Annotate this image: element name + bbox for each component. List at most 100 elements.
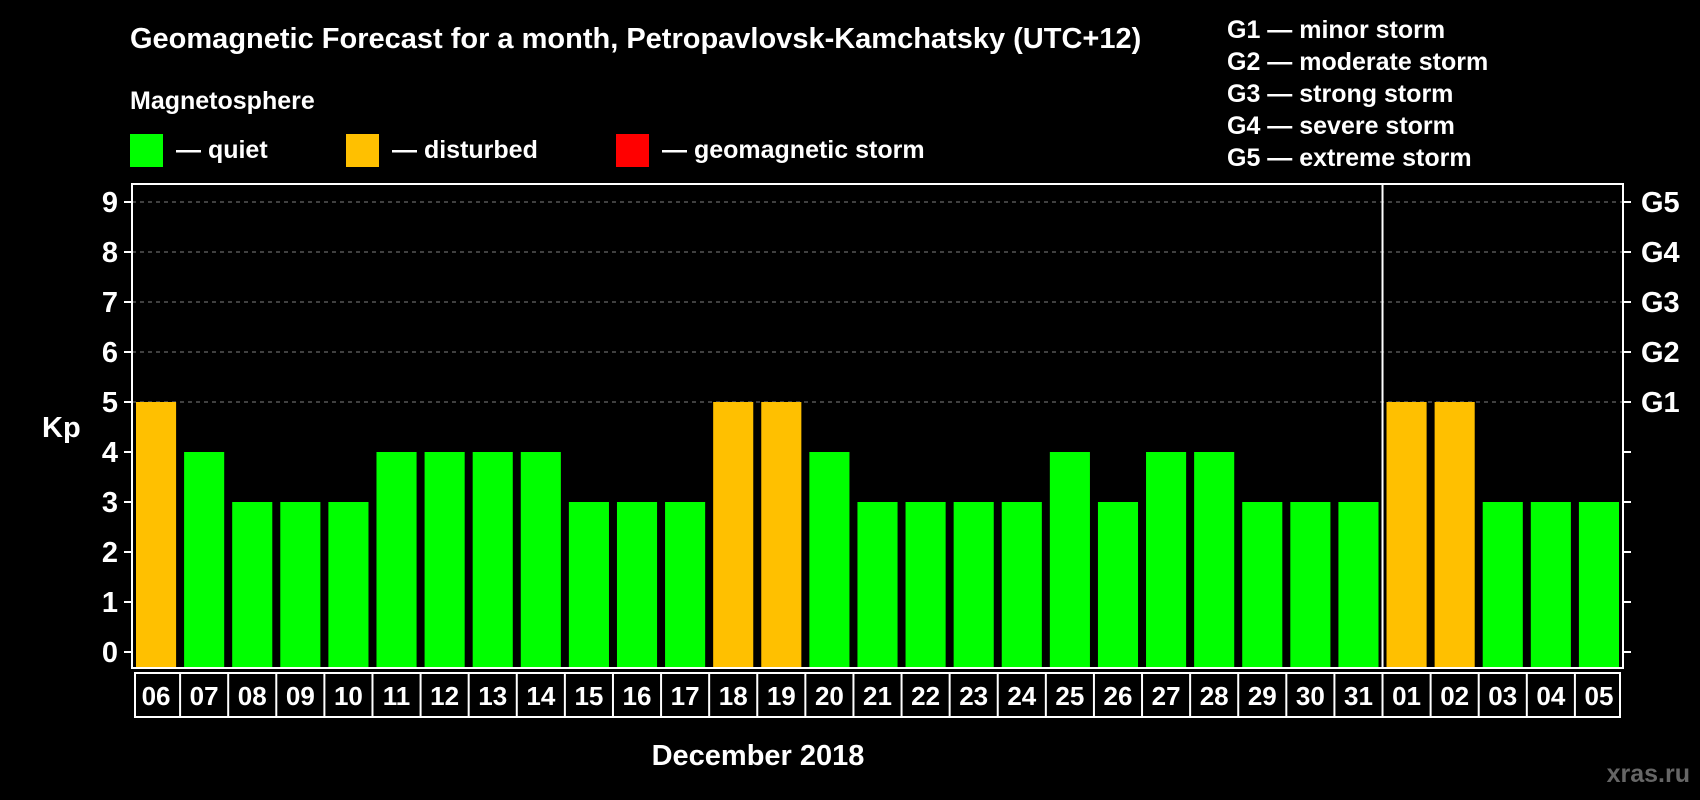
x-tick-label: 10 (334, 681, 363, 711)
x-tick-label: 12 (430, 681, 459, 711)
watermark: xras.ru (1607, 760, 1690, 788)
bar (472, 452, 513, 667)
storm-level-label: G2 (1641, 337, 1680, 369)
bars (136, 402, 1619, 667)
storm-level-label: G4 (1641, 237, 1680, 269)
y-tick-label: 8 (102, 237, 118, 269)
x-tick-label: 15 (574, 681, 603, 711)
legend-label: — quiet (176, 136, 268, 164)
storm-level-label: G3 (1641, 287, 1680, 319)
x-tick-label: 26 (1104, 681, 1133, 711)
x-tick-label: 08 (238, 681, 267, 711)
x-tick-label: 13 (478, 681, 507, 711)
legend-swatch (616, 134, 649, 167)
x-tick-label: 07 (190, 681, 219, 711)
bar (376, 452, 417, 667)
x-tick-label: 17 (671, 681, 700, 711)
legend-swatch (346, 134, 379, 167)
color-legend: — quiet — disturbed — geomagnetic storm (130, 134, 925, 167)
x-tick-label: 27 (1152, 681, 1181, 711)
plot-frame (131, 183, 1624, 669)
x-tick-label: 29 (1248, 681, 1277, 711)
y-axis-left: 0 1 2 3 4 5 6 7 8 9 (102, 187, 132, 669)
bar (1386, 402, 1427, 667)
x-tick-label: 19 (767, 681, 796, 711)
x-tick-label: 30 (1296, 681, 1325, 711)
x-tick-label: 28 (1200, 681, 1229, 711)
bar (905, 502, 946, 667)
y-tick-label: 1 (102, 587, 118, 619)
bar (1290, 502, 1331, 667)
bar (1049, 452, 1090, 667)
y-tick-label: 7 (102, 287, 118, 319)
bar (280, 502, 321, 667)
bar (424, 452, 465, 667)
x-tick-label: 05 (1584, 681, 1613, 711)
x-tick-label: 20 (815, 681, 844, 711)
y-tick-label: 4 (102, 437, 118, 469)
x-tick-label: 06 (142, 681, 171, 711)
x-tick-label: 16 (623, 681, 652, 711)
x-tick-label: 18 (719, 681, 748, 711)
storm-legend-item: G3 — strong storm (1227, 80, 1453, 108)
x-tick-label: 14 (526, 681, 555, 711)
bar (1194, 452, 1235, 667)
bar (1242, 502, 1283, 667)
bar (1578, 502, 1619, 667)
x-tick-label: 04 (1536, 681, 1565, 711)
x-tick-label: 21 (863, 681, 892, 711)
bar (232, 502, 273, 667)
storm-legend-item: G1 — minor storm (1227, 16, 1445, 44)
x-tick-label: 24 (1007, 681, 1036, 711)
y-tick-label: 0 (102, 637, 118, 669)
legend-label: — geomagnetic storm (662, 136, 925, 164)
bar (1434, 402, 1475, 667)
y-tick-label: 3 (102, 487, 118, 519)
x-tick-label: 09 (286, 681, 315, 711)
bar (1530, 502, 1571, 667)
storm-legend: G1 — minor storm G2 — moderate storm G3 — … (1227, 16, 1488, 172)
chart-title: Geomagnetic Forecast for a month, Petrop… (130, 23, 1141, 55)
bar (857, 502, 898, 667)
bar (1146, 452, 1187, 667)
x-tick-label: 23 (959, 681, 988, 711)
bar (328, 502, 369, 667)
bar (1001, 502, 1042, 667)
bar (520, 452, 561, 667)
bar (616, 502, 658, 667)
x-tick-label: 02 (1440, 681, 1469, 711)
bar (1338, 502, 1379, 667)
y-axis-label: Kp (42, 412, 81, 444)
y-tick-label: 5 (102, 387, 118, 419)
y-tick-label: 6 (102, 337, 118, 369)
x-tick-label: 25 (1055, 681, 1084, 711)
x-axis-labels: 06 07 08 09 10 11 12 13 14 15 16 17 18 19 20 21 22 23 24 25… (134, 672, 1621, 718)
y-tick-label: 2 (102, 537, 118, 569)
bar (713, 402, 754, 667)
bar (1097, 502, 1139, 667)
bar (809, 452, 850, 667)
x-axis-box (134, 672, 1621, 718)
gridlines (132, 201, 1623, 403)
y-axis-right: G1 G2 G3 G4 G5 (1623, 187, 1680, 653)
y-tick-label: 9 (102, 187, 118, 219)
bar (953, 502, 994, 667)
storm-legend-item: G4 — severe storm (1227, 112, 1455, 140)
legend-heading: Magnetosphere (130, 87, 315, 115)
storm-legend-item: G5 — extreme storm (1227, 144, 1472, 172)
storm-legend-item: G2 — moderate storm (1227, 48, 1488, 76)
x-tick-label: 01 (1392, 681, 1421, 711)
bar (665, 502, 706, 667)
bar (136, 402, 177, 667)
bar (761, 402, 802, 667)
bar (568, 502, 609, 667)
x-tick-label: 22 (911, 681, 940, 711)
storm-level-label: G5 (1641, 187, 1680, 219)
bar (184, 452, 225, 667)
x-tick-label: 31 (1344, 681, 1373, 711)
storm-level-label: G1 (1641, 387, 1680, 419)
x-tick-label: 11 (383, 681, 411, 711)
legend-swatch (130, 134, 163, 167)
x-axis-label: December 2018 (652, 740, 865, 772)
